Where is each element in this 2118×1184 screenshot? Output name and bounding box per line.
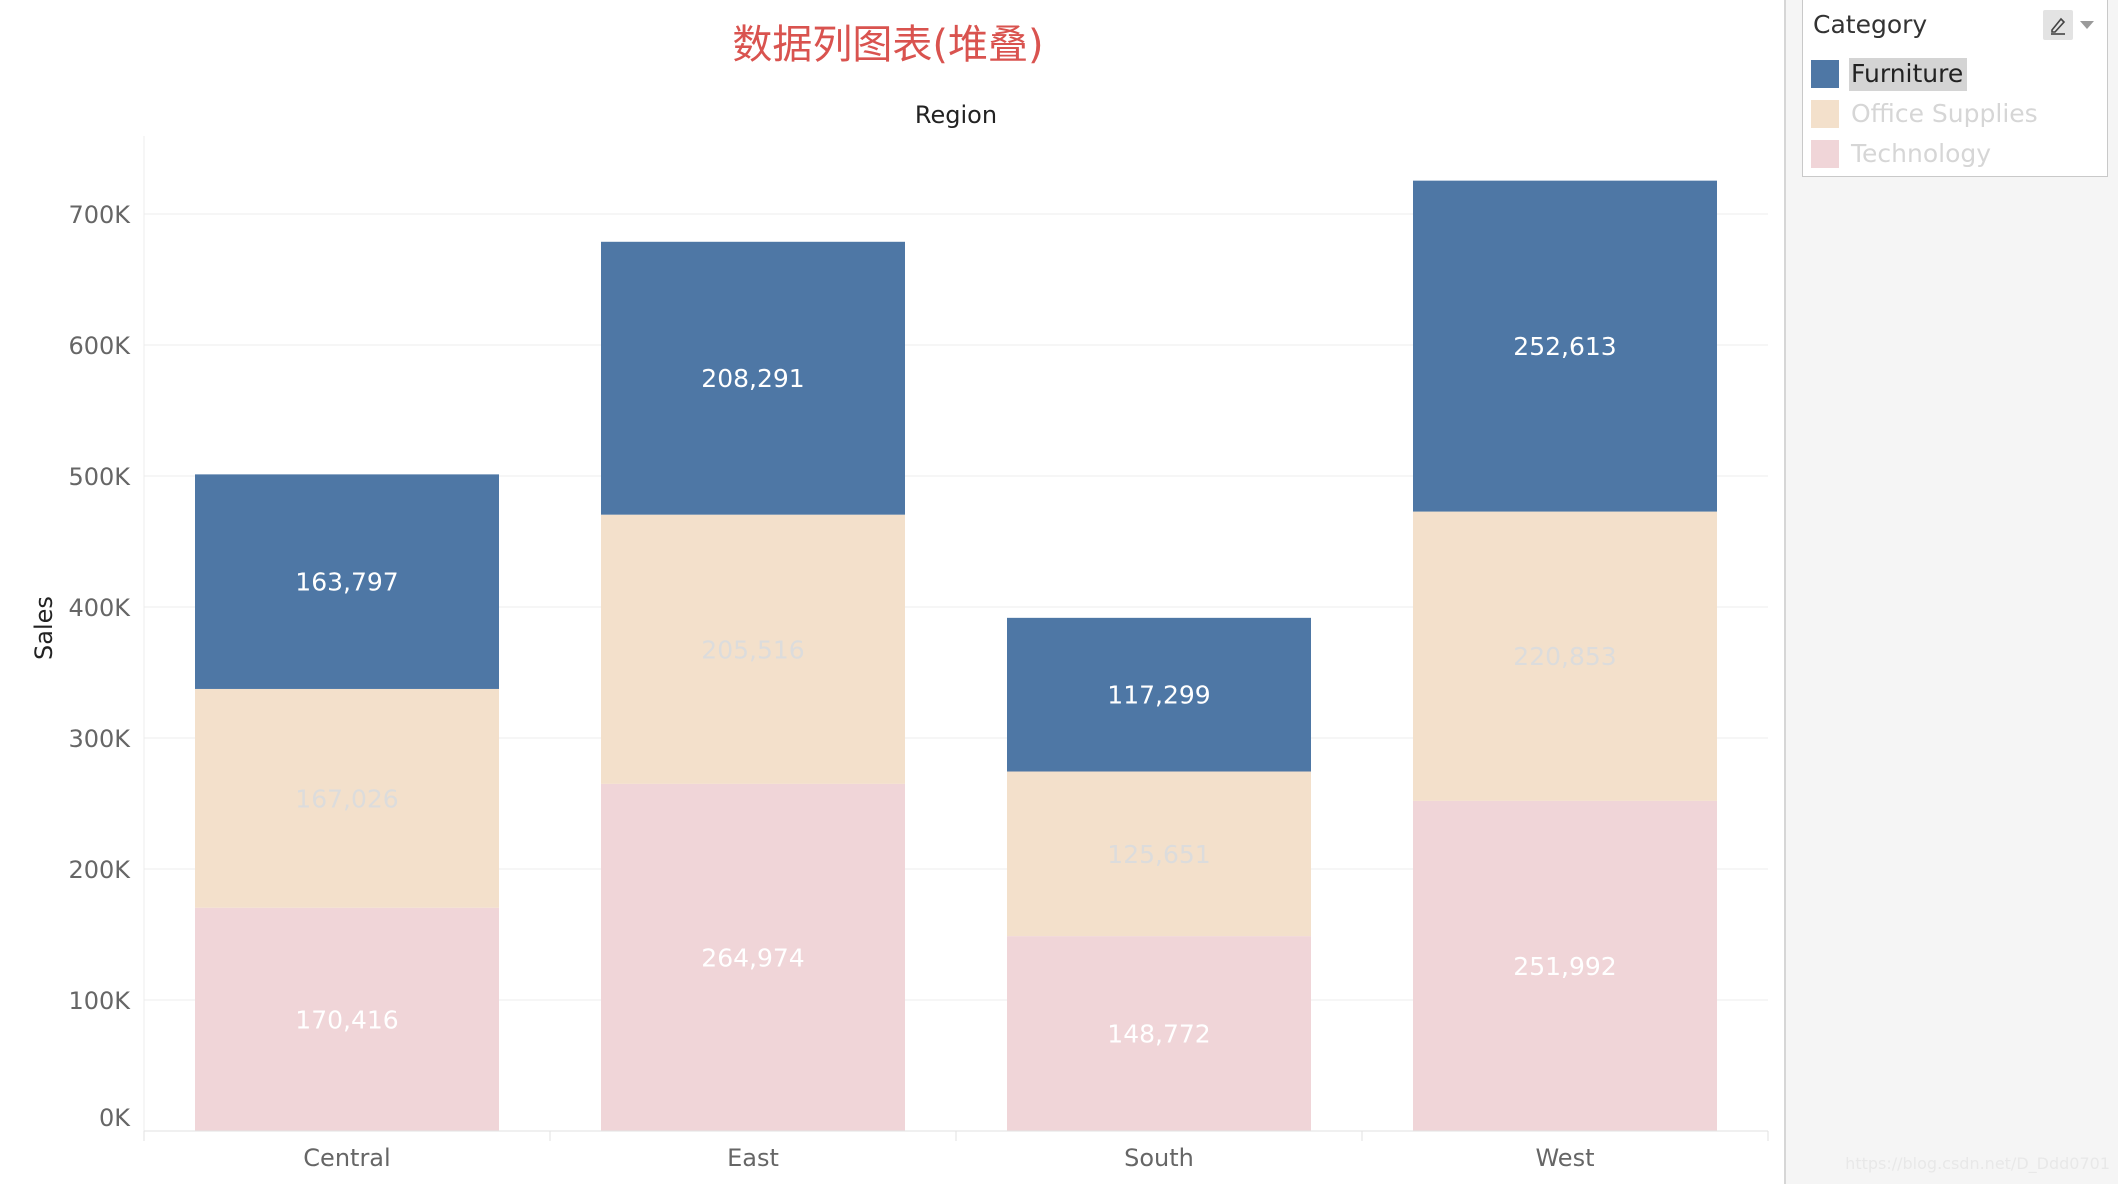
- y-axis-ticks: 0K 100K 200K 300K 400K 500K 600K 700K: [68, 201, 131, 1132]
- stacked-bar-chart: 170,416 167,026 163,797 264,974 205,516 208,2…: [30, 22, 1769, 1172]
- legend-item-office-supplies[interactable]: Office Supplies: [1811, 96, 2042, 132]
- y-tick-label: 700K: [68, 201, 131, 229]
- bar-segment-office-supplies-west[interactable]: [1413, 511, 1717, 801]
- data-label: 205,516: [701, 635, 804, 664]
- side-panel: Category Furniture Office Supplies Technol…: [1784, 0, 2118, 1184]
- column-header: Region: [915, 101, 997, 129]
- data-label: 117,299: [1107, 681, 1210, 710]
- bar-segment-technology-east[interactable]: [601, 783, 905, 1131]
- y-tick-label: 200K: [68, 856, 131, 884]
- bar-segment-technology-south[interactable]: [1007, 936, 1311, 1131]
- legend-item-technology[interactable]: Technology: [1811, 136, 1995, 172]
- legend-label: Office Supplies: [1851, 98, 2038, 128]
- legend-label: Technology: [1851, 138, 1992, 168]
- y-tick-label: 600K: [68, 332, 131, 360]
- data-label: 264,974: [701, 943, 804, 972]
- chevron-down-icon[interactable]: [2080, 21, 2094, 29]
- x-tick-label: East: [727, 1144, 779, 1172]
- chart-area: 170,416 167,026 163,797 264,974 205,516 208,2…: [30, 22, 1769, 1172]
- bar-segment-office-supplies-south[interactable]: [1007, 771, 1311, 937]
- bar-segment-technology-central[interactable]: [195, 907, 499, 1131]
- x-tick-label: West: [1535, 1144, 1594, 1172]
- bar-segment-furniture-south[interactable]: [1007, 617, 1311, 772]
- watermark: https://blog.csdn.net/D_Ddd0701: [1845, 1154, 2110, 1173]
- data-label: 125,651: [1107, 840, 1210, 869]
- bar-segment-furniture-central[interactable]: [195, 474, 499, 689]
- data-label: 167,026: [295, 784, 398, 813]
- bar-segment-technology-west[interactable]: [1413, 800, 1717, 1131]
- bars: [195, 180, 1717, 1131]
- y-tick-label: 400K: [68, 594, 131, 622]
- y-tick-label: 100K: [68, 987, 131, 1015]
- data-labels: 170,416 167,026 163,797 264,974 205,516 208,2…: [295, 332, 1616, 1048]
- legend-menu-button[interactable]: [2043, 10, 2099, 40]
- data-label: 252,613: [1513, 332, 1616, 361]
- legend-item-furniture[interactable]: Furniture: [1811, 56, 1968, 92]
- data-label: 251,992: [1513, 952, 1616, 981]
- legend-swatch: [1811, 140, 1839, 168]
- x-axis-ticks: Central East South West: [143, 1131, 1769, 1172]
- legend-label: Furniture: [1849, 57, 1968, 91]
- bar-segment-furniture-west[interactable]: [1413, 180, 1717, 512]
- legend-swatch: [1811, 100, 1839, 128]
- data-label: 208,291: [701, 364, 804, 393]
- y-tick-label: 500K: [68, 463, 131, 491]
- bar-segment-furniture-east[interactable]: [601, 241, 905, 515]
- bar-segment-office-supplies-east[interactable]: [601, 514, 905, 784]
- legend-swatch: [1811, 60, 1839, 88]
- y-axis-title: Sales: [30, 596, 58, 660]
- y-tick-label: 0K: [99, 1104, 131, 1132]
- bar-segment-office-supplies-central[interactable]: [195, 688, 499, 908]
- y-tick-label: 300K: [68, 725, 131, 753]
- legend-header: Category: [1803, 0, 2107, 52]
- data-label: 163,797: [295, 568, 398, 597]
- legend-title: Category: [1813, 10, 1928, 39]
- x-tick-label: Central: [303, 1144, 390, 1172]
- data-label: 148,772: [1107, 1020, 1210, 1049]
- x-tick-label: South: [1124, 1144, 1194, 1172]
- data-label: 170,416: [295, 1005, 398, 1034]
- pencil-icon[interactable]: [2043, 10, 2073, 40]
- data-label: 220,853: [1513, 642, 1616, 671]
- chart-title: 数据列图表(堆叠): [732, 22, 1043, 68]
- legend: Category Furniture Office Supplies Technol…: [1802, 0, 2108, 177]
